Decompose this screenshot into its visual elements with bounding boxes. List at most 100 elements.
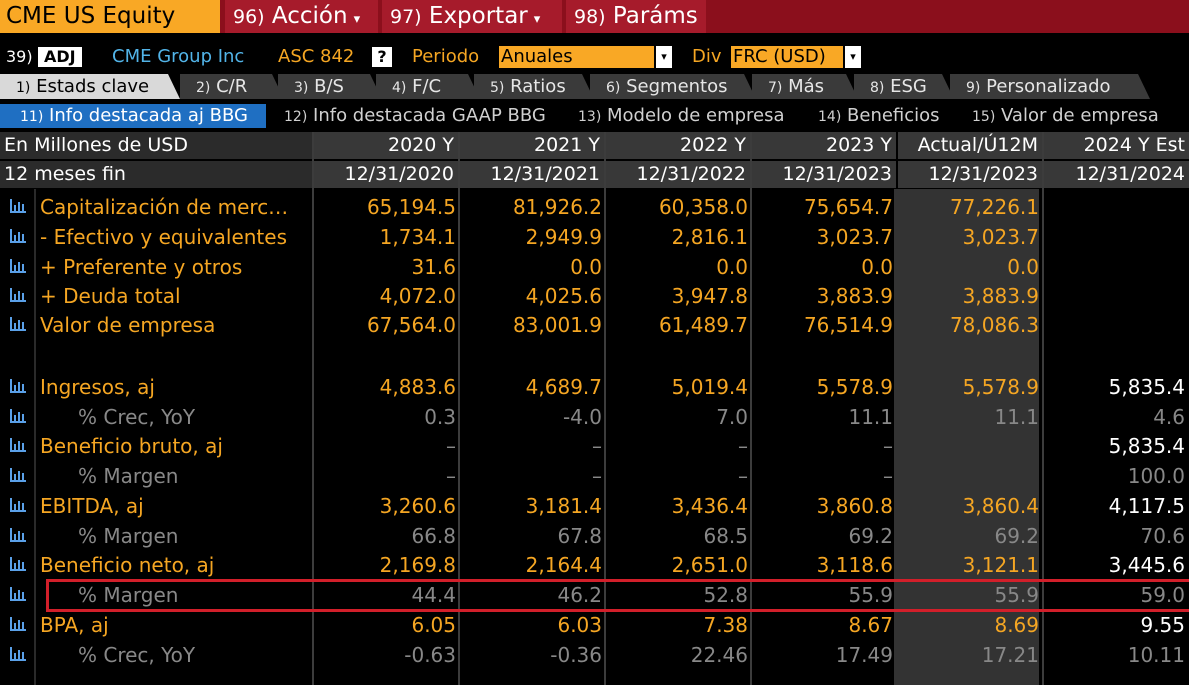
table-cell: 66.8 [411,524,456,548]
company-name: CME Group Inc [112,46,245,67]
chevron-down-icon: ▾ [533,12,541,27]
tab-personalizado[interactable]: 9) Personalizado [950,74,1150,99]
tab-fc[interactable]: 4) F/C [376,74,480,99]
row-label: % Margen [78,464,179,488]
table-row[interactable]: Ingresos, aj 4,883.6 4,689.7 5,019.4 5,578.9… [0,372,1189,402]
table-cell: 2,949.9 [525,225,602,249]
table-cell: 5,835.4 [1108,434,1185,458]
table-row[interactable]: % Margen 66.8 67.8 68.5 69.2 69.2 70.6 [0,521,1189,551]
table-row[interactable]: Beneficio bruto, aj – – – – 5,835.4 [0,431,1189,461]
menu-number: 97) [390,6,422,28]
table-row[interactable]: % Crec, YoY -0.63 -0.36 22.46 17.49 17.21 10.1… [0,640,1189,670]
bar-chart-icon[interactable] [10,199,26,213]
table-cell: 0.0 [716,255,748,279]
table-cell: 4.6 [1153,405,1185,429]
table-cell: 9.55 [1140,613,1185,637]
table-cell: 22.46 [690,643,748,667]
table-cell: 31.6 [411,255,456,279]
bar-chart-icon[interactable] [10,617,26,631]
table-cell: 2,164.4 [525,553,602,577]
table-cell: 68.5 [703,524,748,548]
tab-estads-clave[interactable]: 1) Estads clave [0,74,180,99]
tab-label: Ratios [510,76,566,97]
tab-segmentos[interactable]: 6) Segmentos [590,74,756,99]
table-cell: 3,118.6 [816,553,893,577]
tab-label: Beneficios [847,105,940,126]
table-row[interactable]: % Margen 44.4 46.2 52.8 55.9 55.9 59.0 [0,580,1189,610]
row-label: + Deuda total [40,284,181,308]
bar-chart-icon[interactable] [10,587,26,601]
table-cell: 100.0 [1127,464,1185,488]
params-menu[interactable]: 98) Paráms [566,0,706,33]
bar-chart-icon[interactable] [10,409,26,423]
bar-chart-icon[interactable] [10,647,26,661]
tab-label: Modelo de empresa [607,105,785,126]
table-row[interactable]: Beneficio neto, aj 2,169.8 2,164.4 2,651.0 3… [0,550,1189,580]
table-cell: 5,578.9 [816,375,893,399]
chevron-down-icon[interactable]: ▾ [656,46,672,68]
tab-ratios[interactable]: 5) Ratios [474,74,594,99]
help-icon[interactable]: ? [372,47,392,67]
table-cell: 44.4 [411,583,456,607]
menu-label: Acción [271,3,348,29]
chevron-down-icon[interactable]: ▾ [845,46,861,68]
table-row[interactable]: EBITDA, aj 3,260.6 3,181.4 3,436.4 3,860.8 3,… [0,491,1189,521]
row-label: Capitalización de merc… [40,195,289,219]
table-cell: -4.0 [562,405,602,429]
table-cell: 3,436.4 [671,494,748,518]
bar-chart-icon[interactable] [10,229,26,243]
table-row[interactable]: Valor de empresa 67,564.0 83,001.9 61,489.7… [0,310,1189,340]
column-divider [458,132,460,685]
tab-info-destacada-gaap[interactable]: 12) Info destacada GAAP BBG [268,104,564,128]
tab-valor-empresa[interactable]: 15) Valor de empresa [956,104,1189,128]
table-cell: 76,514.9 [803,313,893,337]
action-menu[interactable]: 96) Acción ▾ [225,0,378,33]
table-cell: 11.1 [848,405,893,429]
column-header-period: 2023 Y [752,132,896,159]
table-cell: 11.1 [994,405,1039,429]
menu-number: 96) [233,6,265,28]
table-cell: 3,121.1 [962,553,1039,577]
tab-number: 6) [606,80,621,96]
bar-chart-icon[interactable] [10,317,26,331]
table-row[interactable]: % Crec, YoY 0.3 -4.0 7.0 11.1 11.1 4.6 [0,402,1189,432]
tab-beneficios[interactable]: 14) Beneficios [802,104,962,128]
tab-number: 15) [972,109,996,125]
period-end-label: 12 meses fin [0,161,312,188]
row-label: + Preferente y otros [40,255,243,279]
tab-modelo-empresa[interactable]: 13) Modelo de empresa [562,104,808,128]
tab-bs[interactable]: 3) B/S [278,74,382,99]
period-select[interactable]: Anuales [499,46,654,68]
adj-button[interactable]: ADJ [38,47,82,67]
table-row[interactable]: BPA, aj 6.05 6.03 7.38 8.67 8.69 9.55 [0,610,1189,640]
ticker-field[interactable]: CME US Equity [0,0,220,33]
bar-chart-icon[interactable] [10,259,26,273]
table-cell: 78,086.3 [949,313,1039,337]
tab-info-destacada-aj[interactable]: 11) Info destacada aj BBG [0,104,266,128]
column-header-date: 12/31/2021 [460,161,604,188]
bar-chart-icon[interactable] [10,379,26,393]
bar-chart-icon[interactable] [10,438,26,452]
table-row[interactable]: Capitalización de merc… 65,194.5 81,926.2 6… [0,192,1189,222]
bar-chart-icon[interactable] [10,468,26,482]
table-cell: 5,019.4 [671,375,748,399]
table-cell: 2,816.1 [671,225,748,249]
tab-esg[interactable]: 8) ESG [854,74,954,99]
tab-cr[interactable]: 2) C/R [180,74,284,99]
table-cell: 46.2 [557,583,602,607]
currency-select[interactable]: FRC (USD) [731,46,843,68]
table-cell: -0.36 [550,643,602,667]
table-cell: 3,883.9 [962,284,1039,308]
bar-chart-icon[interactable] [10,557,26,571]
bar-chart-icon[interactable] [10,288,26,302]
table-row[interactable]: - Efectivo y equivalentes 1,734.1 2,949.9 2… [0,222,1189,252]
table-row[interactable]: + Preferente y otros 31.6 0.0 0.0 0.0 0.0 [0,252,1189,282]
table-row[interactable]: + Deuda total 4,072.0 4,025.6 3,947.8 3,883.… [0,281,1189,311]
table-cell: 69.2 [848,524,893,548]
export-menu[interactable]: 97) Exportar ▾ [382,0,562,33]
bar-chart-icon[interactable] [10,528,26,542]
tab-mas[interactable]: 7) Más [752,74,858,99]
tab-number: 8) [870,80,885,96]
bar-chart-icon[interactable] [10,498,26,512]
table-row[interactable]: % Margen – – – – 100.0 [0,461,1189,491]
